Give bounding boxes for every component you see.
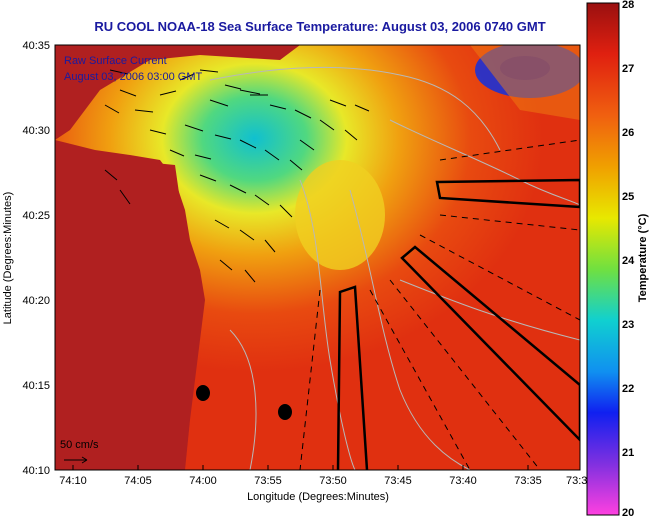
y-axis: 40:35 40:30 40:25 40:20 40:15 40:10 Lati… (2, 40, 50, 477)
y-axis-label: Latitude (Degrees:Minutes) (2, 192, 14, 325)
y-tick-label: 40:15 (22, 380, 50, 392)
map-title: RU COOL NOAA-18 Sea Surface Temperature:… (94, 19, 546, 34)
station-marker-2 (278, 404, 292, 420)
colorbar-tick: 26 (622, 127, 634, 139)
x-tick-label: 73:40 (449, 475, 477, 487)
x-tick-label: 73:3 (566, 475, 587, 487)
colorbar-tick: 25 (622, 191, 634, 203)
colorbar-tick: 20 (622, 507, 634, 518)
x-axis-label: Longitude (Degrees:Minutes) (247, 491, 389, 503)
x-tick-label: 73:35 (514, 475, 542, 487)
y-tick-label: 40:20 (22, 295, 50, 307)
land-island (125, 160, 180, 235)
colorbar-tick: 22 (622, 383, 634, 395)
x-tick-label: 73:50 (319, 475, 347, 487)
transect-lines (299, 139, 580, 470)
station-marker-1 (196, 385, 210, 401)
map-area: 50 cm/s Raw Surface Current August 03, 2… (55, 45, 580, 470)
scale-arrow (64, 456, 88, 464)
colorbar-tick: 24 (622, 255, 635, 267)
scale-label: 50 cm/s (60, 439, 99, 451)
inset-line-2: August 03, 2006 03:00 GMT (64, 71, 202, 83)
inset-line-1: Raw Surface Current (64, 55, 167, 67)
x-tick-label: 74:05 (124, 475, 152, 487)
colorbar: 28 27 26 25 24 23 22 21 20 Temperature (… (586, 0, 649, 518)
y-tick-label: 40:35 (22, 40, 50, 52)
x-axis: 74:10 74:05 74:00 73:55 73:50 73:45 73:4… (59, 465, 587, 503)
transect-boxes (336, 178, 580, 470)
x-tick-label: 74:10 (59, 475, 87, 487)
colorbar-tick: 21 (622, 447, 634, 459)
land-north (55, 45, 300, 140)
x-tick-label: 73:45 (384, 475, 412, 487)
colorbar-tick: 27 (622, 63, 634, 75)
current-vectors (104, 69, 370, 283)
x-tick-label: 74:00 (189, 475, 217, 487)
colorbar-tick: 28 (622, 0, 634, 11)
colorbar-tick: 23 (622, 319, 634, 331)
y-tick-label: 40:10 (22, 465, 50, 477)
colorbar-ramp (586, 2, 620, 516)
map-frame (54, 44, 581, 471)
x-tick-label: 73:55 (254, 475, 282, 487)
bathymetry-contours (209, 66, 580, 470)
y-tick-label: 40:30 (22, 125, 50, 137)
y-tick-label: 40:25 (22, 210, 50, 222)
colorbar-label: Temperature (°C) (637, 213, 649, 302)
